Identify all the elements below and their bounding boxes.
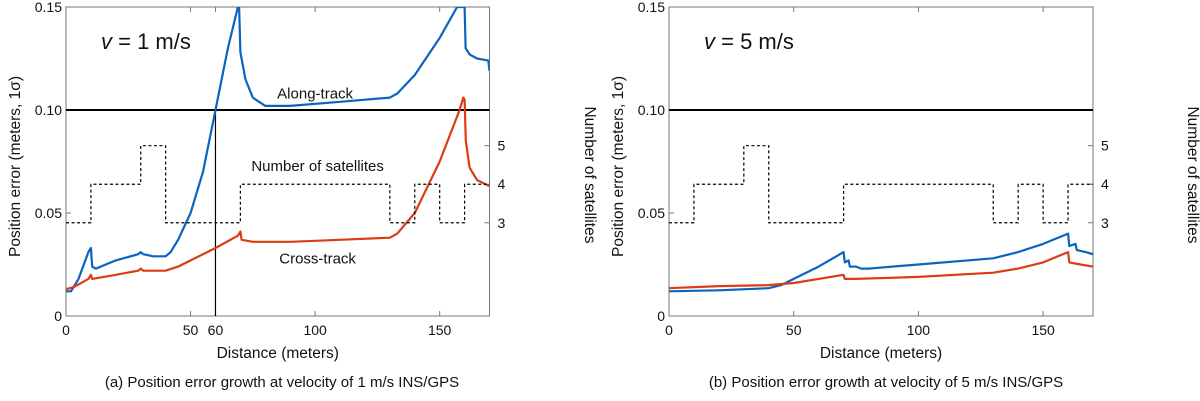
series-cross-track <box>669 251 1093 290</box>
series-cross-track <box>66 96 490 291</box>
y2-tick-label: 4 <box>1101 176 1109 192</box>
figure-caption: (a) Position error growth at velocity of… <box>105 374 459 391</box>
x-tick-label: 150 <box>1031 322 1055 338</box>
y-tick-label: 0.05 <box>35 205 62 221</box>
x-tick-label: 60 <box>208 322 224 338</box>
figure-caption: (b) Position error growth at velocity of… <box>709 374 1063 391</box>
y-tick-label: 0.15 <box>638 0 665 15</box>
y-axis-label: Position error (meters, 1σ) <box>610 76 627 257</box>
x-tick-label: 100 <box>303 322 327 338</box>
y-tick-label: 0.10 <box>638 102 665 118</box>
plot-series <box>66 7 490 316</box>
annotation-cross-track: Cross-track <box>279 250 356 267</box>
series-along-track <box>669 232 1093 293</box>
x-tick-label: 150 <box>428 322 452 338</box>
velocity-symbol: v <box>101 29 114 54</box>
y-tick-label: 0.10 <box>35 102 62 118</box>
y2-tick-label: 3 <box>498 215 506 231</box>
y2-tick-label: 4 <box>498 176 506 192</box>
panel-a: 0 50 60 100 150 0 0.05 0.10 0.15 3 4 5 Distance (met… <box>7 0 598 391</box>
x-tick-label: 100 <box>907 322 931 338</box>
plot-frame <box>65 6 490 317</box>
x-tick-label: 50 <box>183 322 199 338</box>
annotation-along-track: Along-track <box>277 86 353 103</box>
y-tick-label: 0.05 <box>638 205 665 221</box>
x-tick-label: 50 <box>786 322 802 338</box>
x-tick-label: 0 <box>62 322 70 338</box>
y-tick-label: 0.15 <box>35 0 62 15</box>
velocity-label: v = 5 m/s <box>704 29 794 54</box>
velocity-value: = 1 m/s <box>112 29 191 54</box>
y2-axis-label: Number of satellites <box>1184 106 1200 243</box>
series-along-track <box>66 7 490 293</box>
y2-axis-label: Number of satellites <box>581 106 598 243</box>
velocity-symbol: v <box>704 29 717 54</box>
panel-b: 0 50 100 150 0 0.05 0.10 0.15 3 4 5 Distance (meter… <box>610 0 1200 391</box>
velocity-value: = 5 m/s <box>715 29 794 54</box>
series-number-of-satellites <box>669 145 1093 224</box>
x-axis-label: Distance (meters) <box>820 345 942 362</box>
plot-frame <box>668 6 1094 317</box>
y2-tick-label: 5 <box>498 138 506 154</box>
y-axis-label: Position error (meters, 1σ) <box>7 76 24 257</box>
y-tick-label: 0 <box>657 308 665 324</box>
y-tick-label: 0 <box>54 308 62 324</box>
annotation-number-of-satellites: Number of satellites <box>251 158 384 175</box>
y2-tick-label: 3 <box>1101 215 1109 231</box>
series-number-of-satellites <box>66 145 490 224</box>
x-axis-label: Distance (meters) <box>217 345 339 362</box>
x-tick-label: 0 <box>665 322 673 338</box>
y2-tick-label: 5 <box>1101 138 1109 154</box>
plot-series <box>669 109 1093 293</box>
velocity-label: v = 1 m/s <box>101 29 191 54</box>
